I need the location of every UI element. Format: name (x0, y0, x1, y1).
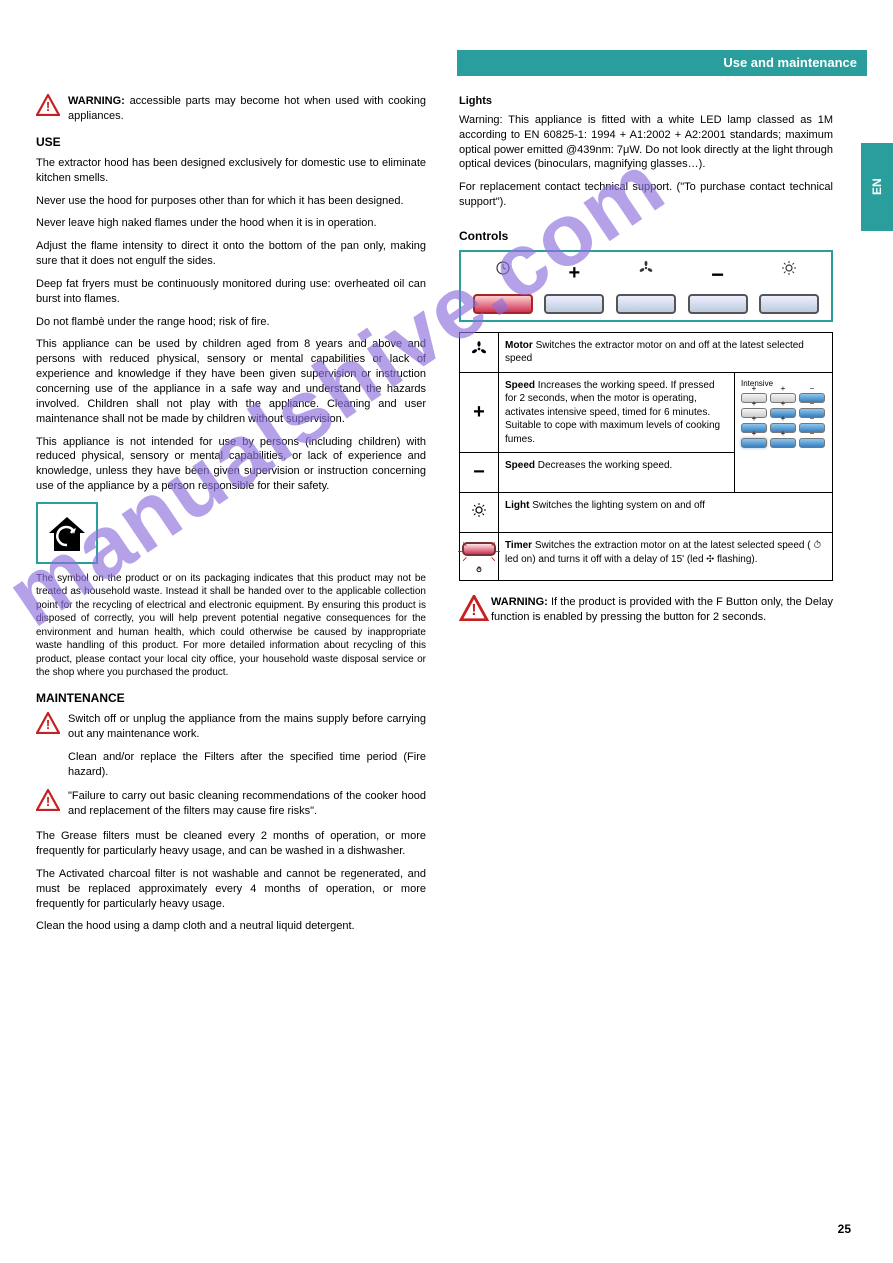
house-recycle-icon (45, 511, 89, 555)
svg-text:!: ! (46, 794, 50, 809)
row-label: Timer (505, 540, 532, 551)
warning-triangle-icon: ! (36, 94, 60, 116)
row-label: Motor (505, 340, 533, 351)
row-label: Light (505, 500, 529, 511)
clock-icon (475, 260, 531, 290)
panel-button-minus (688, 294, 748, 314)
table-row: ⏱ Timer Switches the extraction motor on… (460, 533, 833, 580)
svg-text:!: ! (471, 602, 476, 619)
panel-button-timer (473, 294, 533, 314)
svg-text:!: ! (46, 99, 50, 114)
warning-2b-text: Clean and/or replace the Filters after t… (68, 750, 426, 780)
page-number: 25 (838, 1221, 851, 1237)
use-p3: Never leave high naked flames under the … (36, 216, 426, 231)
warning-triangle-icon: ! (36, 789, 60, 811)
maint-p1: The Grease filters must be cleaned every… (36, 829, 426, 859)
warning-2: ! Switch off or unplug the appliance fro… (36, 712, 426, 779)
panel-button-fan (616, 294, 676, 314)
row-text: Switches the lighting system on and off (532, 500, 705, 511)
fan-icon (460, 332, 499, 372)
row-label: Speed (505, 380, 535, 391)
row-text: Switches the extractor motor on and off … (505, 340, 804, 365)
row-text: Decreases the working speed. (538, 460, 673, 471)
warning-right: ! WARNING: If the product is provided wi… (459, 595, 833, 625)
use-p7: This appliance can be used by children a… (36, 337, 426, 426)
lights-warn: Warning: This appliance is fitted with a… (459, 113, 833, 172)
use-p5: Deep fat fryers must be continuously mon… (36, 277, 426, 307)
warning-3: ! "Failure to carry out basic cleaning r… (36, 789, 426, 819)
recycling-badge (36, 502, 98, 564)
warning-3-text: "Failure to carry out basic cleaning rec… (68, 789, 426, 819)
control-panel-diagram: + − (459, 250, 833, 322)
table-row: Motor Switches the extractor motor on an… (460, 332, 833, 372)
warning-triangle-icon: ! (36, 712, 60, 734)
led-row: ++− (741, 438, 826, 448)
header-title: Use and maintenance (723, 54, 857, 72)
house-note: The symbol on the product or on its pack… (36, 572, 426, 680)
minus-icon: − (460, 453, 499, 493)
warning-1: ! WARNING: accessible parts may become h… (36, 94, 426, 124)
maintenance-title: MAINTENANCE (36, 690, 426, 706)
header-bar: Use and maintenance (457, 50, 867, 76)
use-p4: Adjust the flame intensity to direct it … (36, 239, 426, 269)
language-tab: EN (861, 143, 893, 231)
minus-icon: − (690, 260, 746, 290)
maint-p3: Clean the hood using a damp cloth and a … (36, 919, 426, 934)
left-column: ! WARNING: accessible parts may become h… (36, 94, 426, 942)
language-tab-label: EN (869, 179, 885, 196)
lights-note: For replacement contact technical suppor… (459, 180, 833, 210)
use-p6: Do not flambè under the range hood; risk… (36, 315, 426, 330)
use-p2: Never use the hood for purposes other th… (36, 194, 426, 209)
panel-button-lamp (759, 294, 819, 314)
panel-button-plus (544, 294, 604, 314)
controls-title: Controls (459, 228, 833, 244)
svg-text:!: ! (46, 717, 50, 732)
plus-icon: + (546, 260, 602, 290)
controls-table: Motor Switches the extractor motor on an… (459, 332, 833, 581)
table-row: + Speed Increases the working speed. If … (460, 372, 833, 453)
warn-r-label: WARNING: (491, 596, 548, 608)
row-text: Switches the extraction motor on at the … (505, 540, 821, 565)
warning-triangle-icon: ! (459, 595, 489, 621)
fan-icon (618, 260, 674, 290)
lights-heading: Lights (459, 94, 833, 109)
warning-1-label: WARNING: (68, 95, 125, 107)
timer-button-icon: ⏱ (460, 533, 499, 580)
row-text: Increases the working speed. If pressed … (505, 380, 720, 445)
lamp-icon (761, 260, 817, 290)
row-label: Speed (505, 460, 535, 471)
maint-p2: The Activated charcoal filter is not was… (36, 867, 426, 912)
table-row: Light Switches the lighting system on an… (460, 493, 833, 533)
use-title: USE (36, 134, 426, 150)
use-p8: This appliance is not intended for use b… (36, 435, 426, 494)
right-column: Lights Warning: This appliance is fitted… (459, 94, 833, 634)
use-p1: The extractor hood has been designed exc… (36, 156, 426, 186)
lamp-icon (460, 493, 499, 533)
warning-2-text: Switch off or unplug the appliance from … (68, 712, 426, 742)
plus-icon: + (460, 372, 499, 453)
